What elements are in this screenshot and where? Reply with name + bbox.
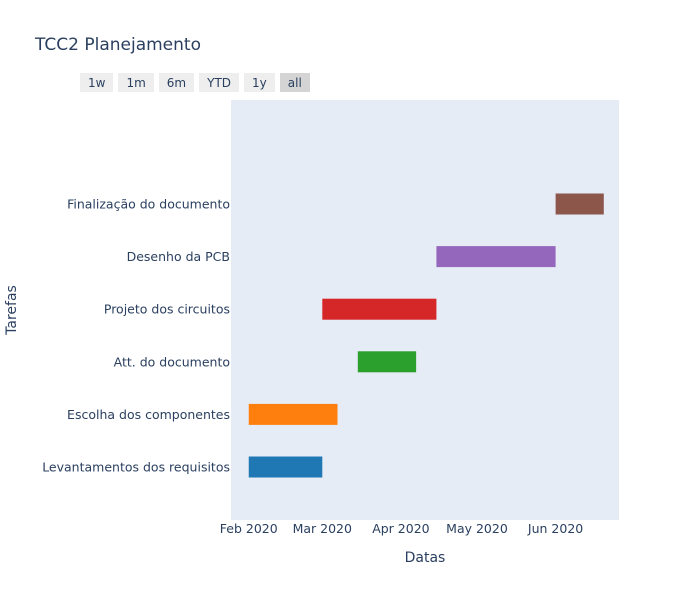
range-button-all[interactable]: all	[279, 73, 310, 92]
task-bar[interactable]	[436, 246, 556, 268]
y-tick-label: Levantamentos dos requisitos	[42, 460, 230, 475]
range-button-1y[interactable]: 1y	[244, 73, 275, 92]
task-bar[interactable]	[322, 298, 437, 320]
y-tick-label: Escolha dos componentes	[67, 407, 230, 422]
x-tick-label: Jun 2020	[527, 521, 583, 536]
task-bars	[248, 193, 604, 478]
task-bar[interactable]	[555, 193, 604, 215]
task-bar[interactable]	[248, 403, 338, 425]
range-button-ytd[interactable]: YTD	[199, 73, 240, 92]
y-tick-label: Att. do documento	[114, 354, 230, 369]
x-tick-labels: Feb 2020 Mar 2020 Apr 2020 May 2020 Jun 2020	[220, 521, 584, 536]
chart-title: TCC2 Planejamento	[35, 35, 201, 55]
y-axis-title: Tarefas	[4, 285, 20, 336]
y-tick-label: Finalização do documento	[67, 197, 230, 212]
y-tick-label: Desenho da PCB	[127, 249, 230, 264]
x-tick-label: Apr 2020	[372, 521, 429, 536]
x-tick-label: May 2020	[446, 521, 508, 536]
x-tick-label: Feb 2020	[220, 521, 278, 536]
task-bar[interactable]	[357, 351, 417, 373]
y-tick-labels: Levantamentos dos requisitos Escolha dos …	[42, 197, 230, 475]
range-button-1w[interactable]: 1w	[80, 73, 114, 92]
range-button-6m[interactable]: 6m	[158, 73, 195, 92]
task-bar[interactable]	[248, 456, 323, 478]
x-tick-label: Mar 2020	[293, 521, 352, 536]
x-axis-title: Datas	[405, 550, 446, 566]
range-button-1m[interactable]: 1m	[118, 73, 154, 92]
y-tick-label: Projeto dos circuitos	[104, 302, 230, 317]
range-selector: 1w 1m 6m YTD 1y all	[80, 73, 310, 92]
